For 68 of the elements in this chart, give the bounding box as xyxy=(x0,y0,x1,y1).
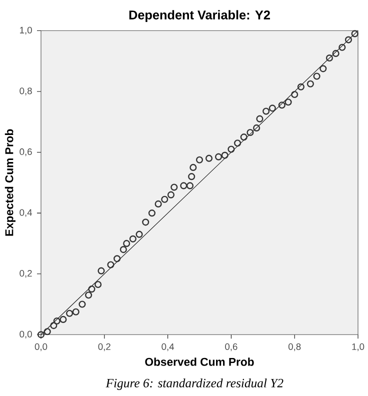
point xyxy=(313,72,320,80)
point xyxy=(214,153,222,160)
point xyxy=(190,164,197,171)
point xyxy=(78,300,86,308)
point xyxy=(332,50,340,57)
point xyxy=(338,44,346,51)
point xyxy=(60,316,67,323)
point xyxy=(44,328,51,336)
point xyxy=(154,200,162,208)
x-axis-title: Observed Cum Prob xyxy=(145,358,254,366)
point xyxy=(72,308,80,316)
point xyxy=(161,196,168,203)
x-tick-label: 0,6 xyxy=(225,343,238,352)
y-tick-label: 0,6 xyxy=(20,148,32,156)
x-tick-label: 0,2 xyxy=(98,343,110,352)
y-tick-label: 0,4 xyxy=(20,209,32,217)
point xyxy=(351,30,358,38)
x-tick-label: 0,4 xyxy=(162,343,174,352)
point xyxy=(66,310,74,317)
point xyxy=(306,80,314,88)
point xyxy=(262,108,270,115)
point xyxy=(246,128,254,136)
point xyxy=(136,230,143,238)
point xyxy=(205,154,213,162)
y-tick-label: 0,0 xyxy=(20,330,32,339)
y-axis-title: Expected Cum Prob xyxy=(4,129,16,236)
point xyxy=(221,152,228,159)
point xyxy=(167,191,175,198)
point xyxy=(253,124,260,132)
point xyxy=(344,36,352,44)
point xyxy=(170,184,178,191)
point xyxy=(186,182,194,190)
point xyxy=(148,210,156,217)
point xyxy=(326,54,333,62)
point xyxy=(320,65,327,72)
x-tick-label: 0,8 xyxy=(288,343,301,352)
chart-title: Dependent Variable: Y2 xyxy=(129,10,270,22)
point xyxy=(129,235,136,242)
point xyxy=(234,140,242,147)
point xyxy=(50,322,58,330)
x-tick-label: 0,0 xyxy=(34,343,48,352)
point xyxy=(180,182,188,190)
point xyxy=(94,280,102,288)
point xyxy=(85,292,92,299)
point xyxy=(278,102,286,109)
point xyxy=(240,134,248,141)
point xyxy=(123,240,130,247)
y-tick-label: 1,0 xyxy=(20,26,32,35)
caption: Figure 6: standardized residual Y2 xyxy=(106,378,284,390)
point xyxy=(120,246,127,254)
point xyxy=(88,286,96,293)
point xyxy=(256,115,264,122)
point xyxy=(297,83,304,90)
point xyxy=(98,267,105,274)
point xyxy=(53,317,60,325)
point xyxy=(291,90,298,98)
point xyxy=(268,104,276,112)
point xyxy=(188,173,196,180)
y-tick-label: 0,8 xyxy=(20,88,32,96)
point xyxy=(37,331,45,338)
point xyxy=(107,261,114,268)
y-tick-label: 0,2 xyxy=(20,270,32,278)
point xyxy=(228,146,235,153)
point xyxy=(114,255,121,262)
x-tick-label: 1,0 xyxy=(352,343,364,352)
point xyxy=(142,218,150,226)
point xyxy=(284,98,292,106)
point xyxy=(196,156,204,164)
